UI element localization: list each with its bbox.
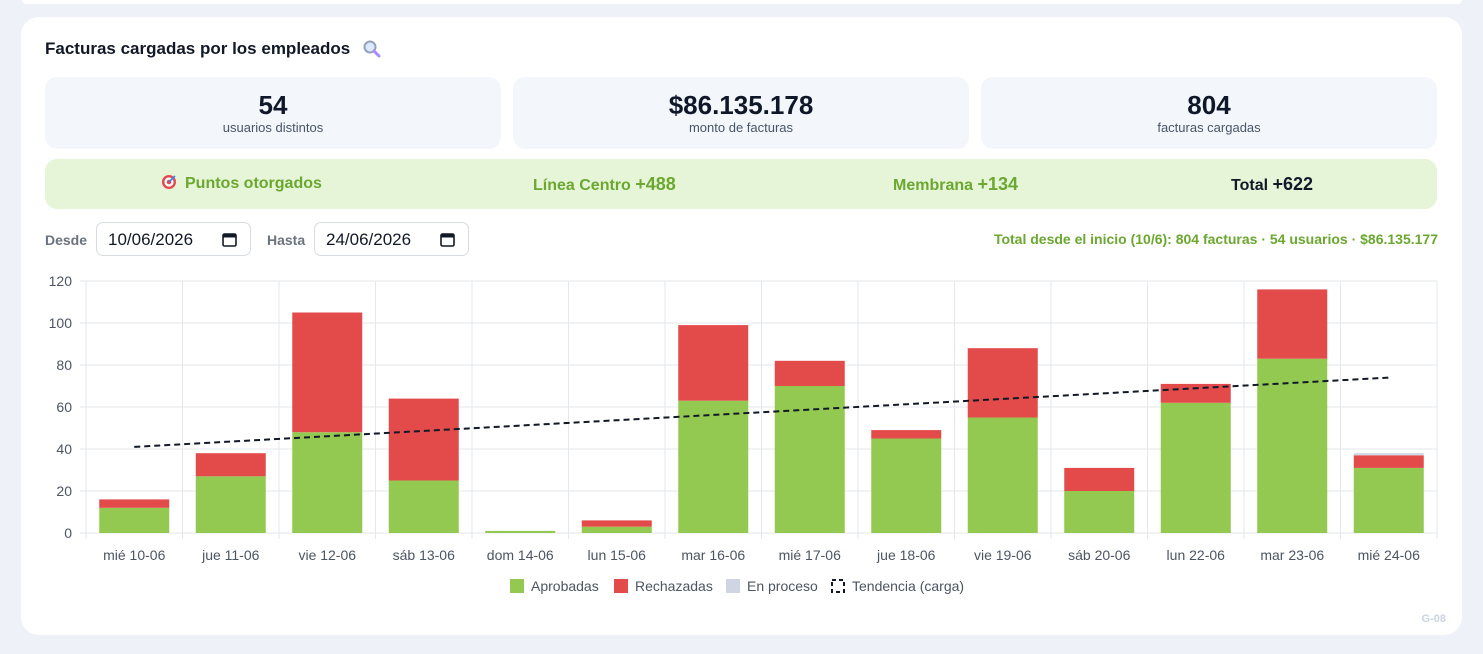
x-tick-label: sáb 20-06 <box>1068 547 1130 563</box>
y-tick-label: 0 <box>64 525 72 541</box>
points-title-text: Puntos otorgados <box>185 175 322 192</box>
points-total-value: +622 <box>1272 174 1314 194</box>
bar-rechazadas <box>774 360 845 386</box>
stat-invoices-label: facturas cargadas <box>1157 120 1261 135</box>
stat-amount: $86.135.178 monto de facturas <box>513 77 969 149</box>
bar-rechazadas <box>871 430 942 439</box>
bar-aprobadas <box>99 507 170 533</box>
desde-date-input[interactable]: 10/06/2026 <box>96 222 251 256</box>
x-tick-label: mar 23-06 <box>1260 547 1324 563</box>
stat-invoices-value: 804 <box>1187 90 1231 120</box>
bar-rechazadas <box>1353 455 1424 468</box>
points-total: Total +622 <box>1231 159 1313 209</box>
stat-invoices: 804 facturas cargadas <box>981 77 1437 149</box>
bar-aprobadas <box>195 476 266 533</box>
card-title-text: Facturas cargadas por los empleados <box>45 39 351 58</box>
bar-rechazadas <box>1160 383 1231 403</box>
bar-en-proceso <box>1353 453 1424 456</box>
y-tick-label: 20 <box>56 483 72 499</box>
x-tick-label: mié 24-06 <box>1358 547 1420 563</box>
points-title: Puntos otorgados <box>161 159 322 209</box>
stat-amount-value: $86.135.178 <box>668 90 814 120</box>
bar-aprobadas <box>292 432 363 533</box>
legend-swatch <box>726 579 740 593</box>
legend-label: Rechazadas <box>635 578 713 594</box>
stat-users: 54 usuarios distintos <box>45 77 501 149</box>
bar-aprobadas <box>1064 491 1135 533</box>
bar-rechazadas <box>581 520 652 527</box>
hasta-label: Hasta <box>267 232 306 248</box>
x-tick-label: mié 10-06 <box>103 547 165 563</box>
y-tick-label: 100 <box>49 315 73 331</box>
bar-rechazadas <box>1257 289 1328 359</box>
total-summary: Total desde el inicio (10/6): 804 factur… <box>993 231 1438 247</box>
desde-date-value: 10/06/2026 <box>108 230 194 249</box>
x-tick-label: vie 12-06 <box>298 547 356 563</box>
points-membrana-value: +134 <box>977 174 1019 194</box>
footer-code: G-08 <box>1421 613 1446 625</box>
x-tick-label: jue 18-06 <box>876 547 936 563</box>
bar-aprobadas <box>1257 358 1328 533</box>
bar-rechazadas <box>195 453 266 477</box>
bar-aprobadas <box>678 400 749 533</box>
bar-rechazadas <box>967 348 1038 418</box>
bar-aprobadas <box>581 526 652 533</box>
points-banner: Puntos otorgados Línea Centro +488 Membr… <box>45 159 1437 209</box>
points-linea: Línea Centro +488 <box>533 159 676 209</box>
x-tick-label: mar 16-06 <box>681 547 745 563</box>
card-title: Facturas cargadas por los empleados <box>45 39 382 59</box>
legend-swatch <box>510 579 524 593</box>
target-icon <box>162 175 176 189</box>
bar-aprobadas <box>871 438 942 533</box>
legend-label: Tendencia (carga) <box>852 578 964 594</box>
bar-rechazadas <box>1064 467 1135 491</box>
legend-label: Aprobadas <box>531 578 599 594</box>
x-tick-label: dom 14-06 <box>487 547 554 563</box>
points-membrana-label: Membrana <box>893 177 974 194</box>
y-tick-label: 80 <box>56 357 72 373</box>
hasta-date-input[interactable]: 24/06/2026 <box>314 222 469 256</box>
x-tick-label: vie 19-06 <box>974 547 1032 563</box>
points-linea-value: +488 <box>635 174 676 194</box>
desde-label: Desde <box>45 232 88 248</box>
y-tick-label: 40 <box>56 441 72 457</box>
stat-users-value: 54 <box>258 90 288 120</box>
bar-aprobadas <box>485 530 556 533</box>
bar-aprobadas <box>1353 467 1424 533</box>
magnifier-icon[interactable] <box>362 39 382 59</box>
points-membrana: Membrana +134 <box>893 159 1018 209</box>
hasta-date-value: 24/06/2026 <box>326 230 412 249</box>
x-tick-label: sáb 13-06 <box>393 547 455 563</box>
x-tick-label: mié 17-06 <box>779 547 841 563</box>
y-tick-label: 120 <box>49 273 73 289</box>
bar-rechazadas <box>99 499 170 508</box>
stat-users-label: usuarios distintos <box>222 120 324 135</box>
points-total-label: Total <box>1231 177 1269 194</box>
bar-aprobadas <box>388 480 459 533</box>
bar-rechazadas <box>388 398 459 481</box>
x-tick-label: lun 22-06 <box>1167 547 1226 563</box>
calendar-icon[interactable] <box>440 232 455 247</box>
top-card-edge <box>22 0 1462 4</box>
legend-label: En proceso <box>747 578 818 594</box>
bar-rechazadas <box>292 312 363 433</box>
legend-swatch <box>614 579 628 593</box>
legend-swatch <box>831 579 845 593</box>
bar-aprobadas <box>1160 402 1231 533</box>
points-linea-label: Línea Centro <box>533 177 631 194</box>
y-tick-label: 60 <box>56 399 72 415</box>
x-tick-label: jue 11-06 <box>201 547 260 563</box>
calendar-icon[interactable] <box>222 232 237 247</box>
stat-amount-label: monto de facturas <box>688 120 794 135</box>
bar-aprobadas <box>967 417 1038 533</box>
x-tick-label: lun 15-06 <box>588 547 647 563</box>
bar-rechazadas <box>678 325 749 401</box>
